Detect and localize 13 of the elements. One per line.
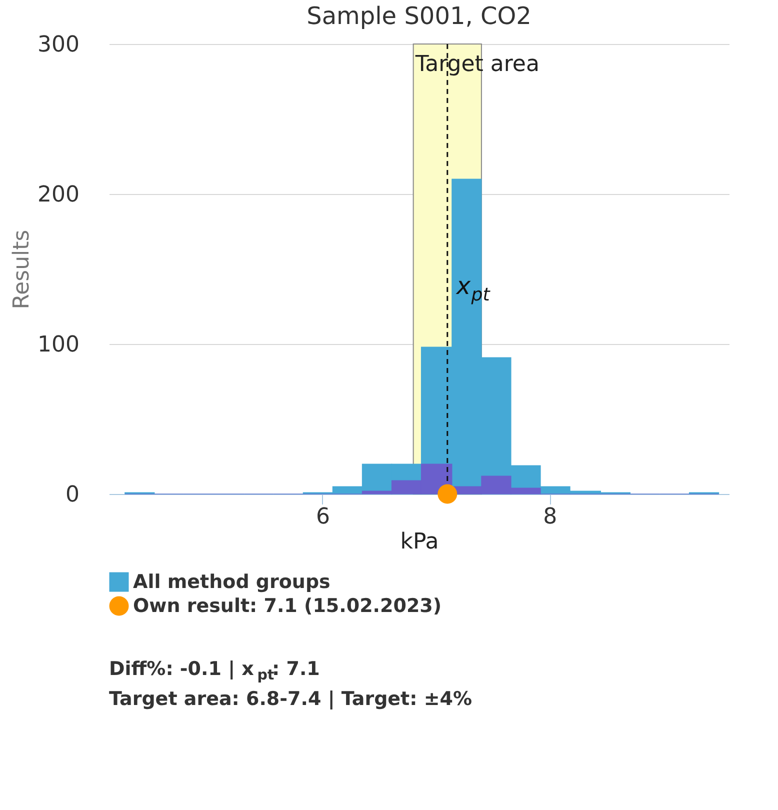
y-tick-label: 100 (38, 332, 80, 358)
legend-label: All method groups (133, 571, 330, 593)
x-axis-title: kPa (400, 530, 439, 554)
x-tick-label: 8 (543, 504, 558, 530)
chart-title: Sample S001, CO2 (306, 2, 532, 30)
y-tick-label: 200 (38, 182, 80, 208)
x-tick-label: 6 (316, 504, 330, 530)
band-label: Target area (414, 52, 540, 77)
text: Target area: 6.8-7.4 | Target: ±4% (109, 688, 472, 710)
y-axis-title: Results (10, 230, 35, 310)
legend-label: Own result: 7.1 (15.02.2023) (133, 595, 442, 617)
y-tick-label: 0 (66, 482, 80, 508)
y-tick-label: 300 (38, 32, 80, 58)
